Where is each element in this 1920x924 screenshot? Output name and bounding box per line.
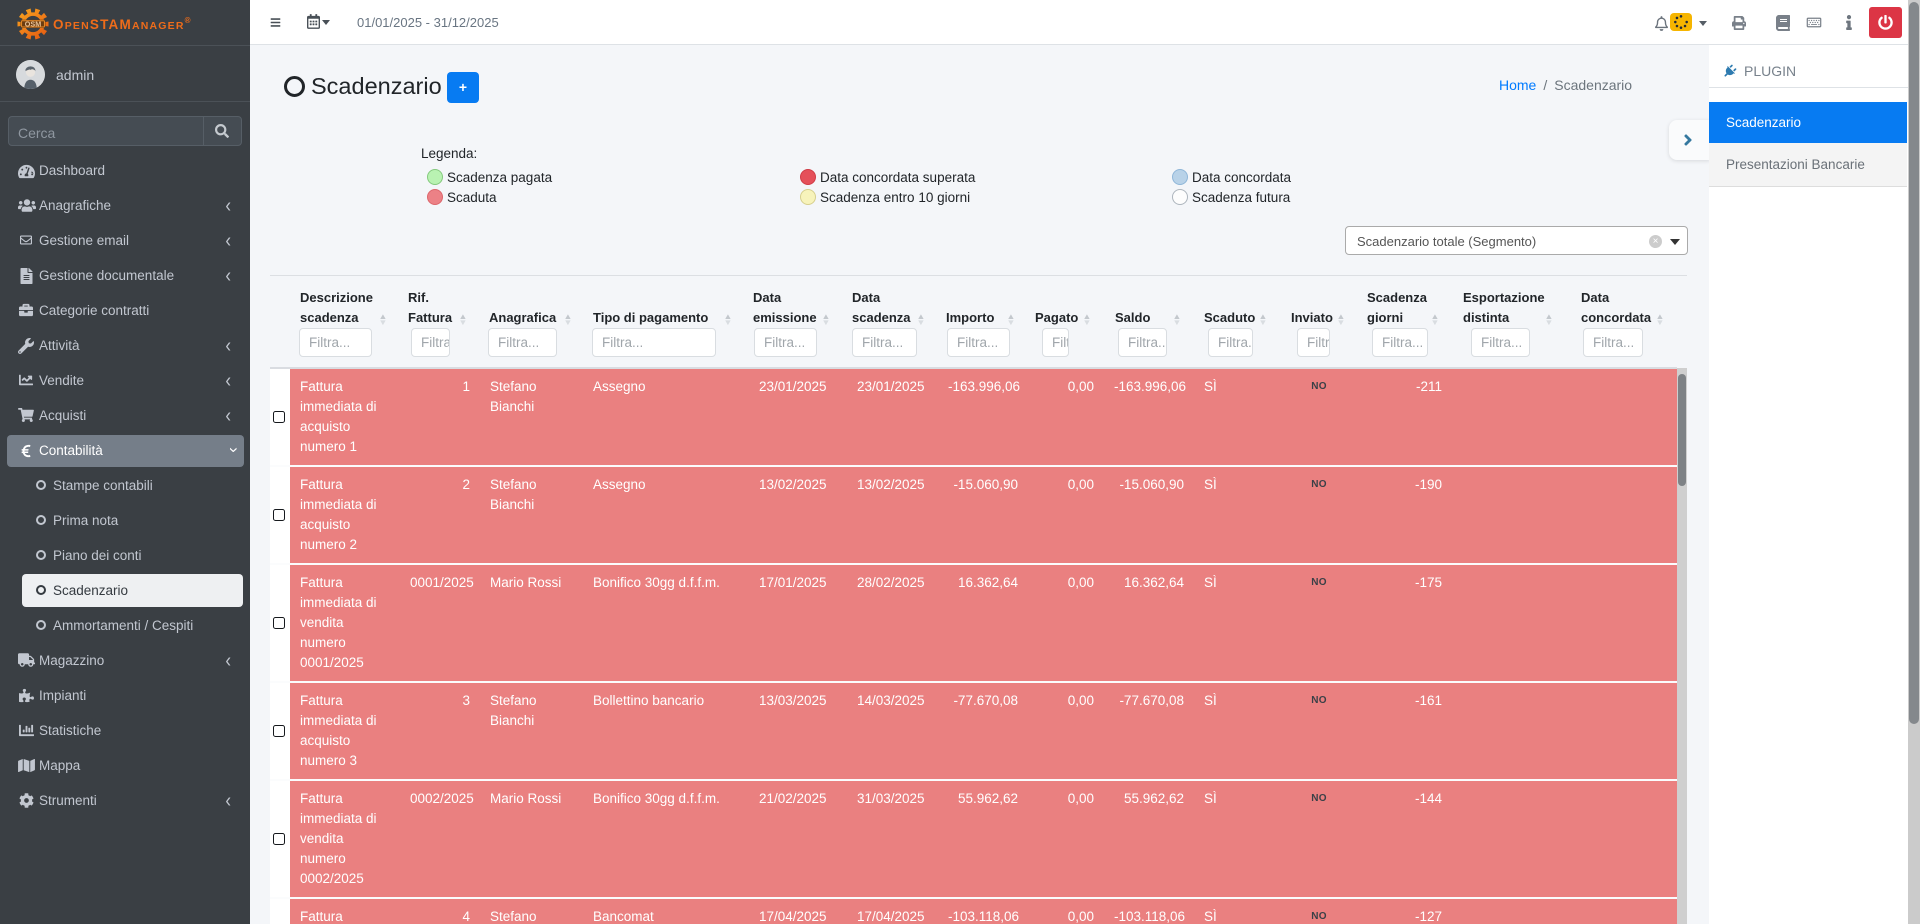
svg-text:OSM: OSM bbox=[25, 19, 41, 28]
